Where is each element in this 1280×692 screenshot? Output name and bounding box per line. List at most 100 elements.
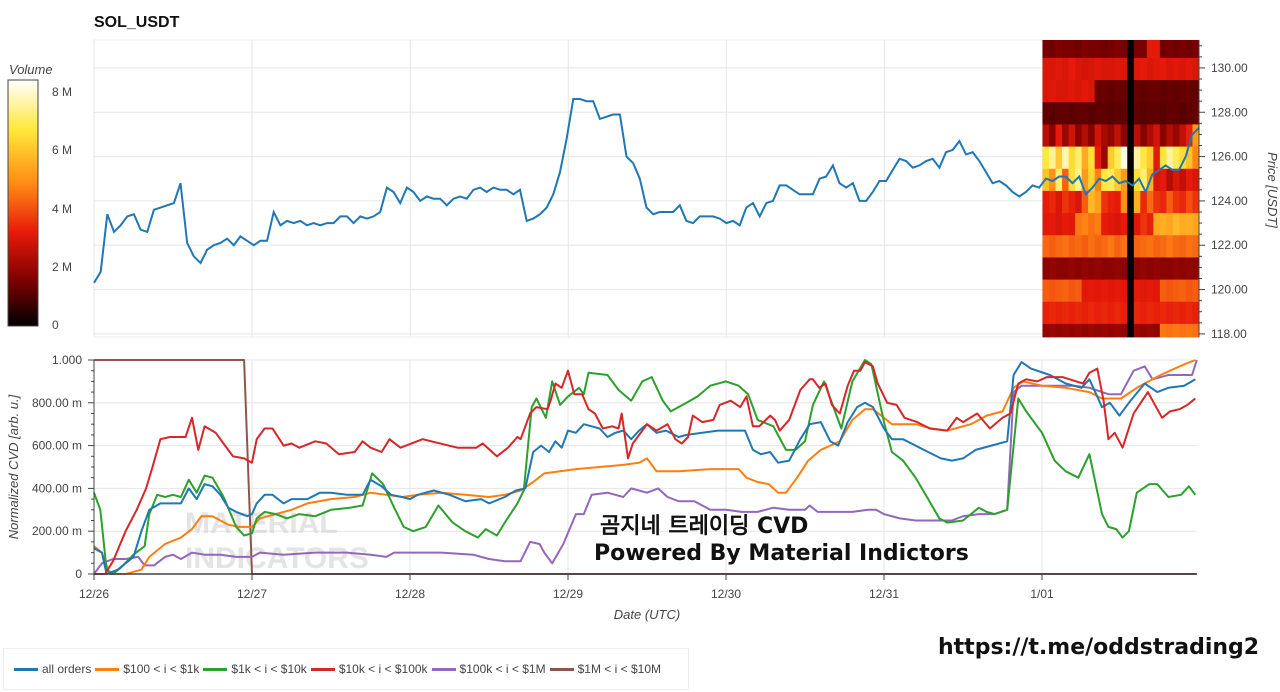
heatmap-cell	[1153, 213, 1161, 236]
legend: all orders $100 < i < $1k $1k < i < $10k $1…	[3, 648, 689, 690]
heatmap-cell	[1088, 213, 1096, 236]
legend-swatch	[14, 667, 38, 671]
heatmap-cell	[1094, 80, 1102, 103]
legend-swatch	[310, 667, 335, 671]
heatmap-cell	[1088, 279, 1096, 303]
heatmap-cell	[1127, 57, 1135, 81]
heatmap-cell	[1140, 168, 1148, 192]
heatmap-cell	[1075, 102, 1083, 125]
heatmap-cell	[1146, 80, 1154, 103]
heatmap-cell	[1055, 257, 1063, 280]
heatmap-cell	[1049, 102, 1056, 125]
heatmap-cell	[1075, 57, 1083, 81]
heatmap-cell	[1166, 213, 1174, 236]
heatmap-cell	[1062, 301, 1069, 325]
heatmap-cell	[1192, 190, 1200, 214]
heatmap-cell	[1088, 40, 1096, 59]
heatmap-cell	[1192, 323, 1200, 338]
heatmap-cell	[1088, 146, 1096, 170]
watermark-line1: MATERIAL	[185, 507, 338, 540]
heatmap-cell	[1153, 190, 1161, 214]
heatmap-cell	[1159, 146, 1167, 170]
heatmap-cell	[1094, 257, 1102, 280]
heatmap-cell	[1127, 190, 1135, 214]
heatmap-cell	[1101, 235, 1109, 258]
heatmap-cell	[1179, 235, 1187, 258]
heatmap-cell	[1127, 146, 1135, 170]
price-plot-area	[93, 39, 1200, 338]
cvd-axis-title: Normalized CVD [arb. u.]	[6, 394, 21, 539]
heatmap-cell	[1068, 40, 1076, 59]
legend-swatch	[95, 667, 120, 671]
heatmap-cell	[1153, 235, 1161, 258]
heatmap-cell	[1088, 80, 1096, 103]
heatmap-cell	[1107, 301, 1115, 325]
heatmap-cell	[1114, 40, 1122, 59]
heatmap-cell	[1159, 301, 1167, 325]
heatmap-cell	[1166, 279, 1174, 303]
heatmap-cell	[1120, 323, 1128, 338]
heatmap-cell	[1094, 190, 1102, 214]
heatmap-cell	[1179, 257, 1187, 280]
watermark-line2: INDICATORS	[185, 542, 369, 575]
volume-heatmap	[1042, 40, 1200, 338]
heatmap-cell	[1166, 190, 1174, 214]
price-tick-label: 118.00	[1211, 327, 1247, 341]
heatmap-cell	[1049, 124, 1056, 148]
cvd-line-o100	[93, 359, 1196, 575]
legend-item[interactable]: $1M < i < $10M	[549, 662, 661, 676]
heatmap-cell	[1146, 301, 1154, 325]
legend-item[interactable]: $1k < i < $10k	[203, 662, 307, 676]
heatmap-cell	[1179, 213, 1187, 236]
heatmap-cell	[1146, 279, 1154, 303]
heatmap-cell	[1114, 235, 1122, 258]
heatmap-cell	[1062, 279, 1069, 303]
heatmap-cell	[1081, 190, 1089, 214]
heatmap-cell	[1062, 40, 1069, 59]
heatmap-cell	[1153, 301, 1161, 325]
heatmap-cell	[1127, 40, 1135, 59]
heatmap-cell	[1166, 301, 1174, 325]
legend-item[interactable]: all orders	[14, 662, 91, 676]
heatmap-cell	[1101, 213, 1109, 236]
heatmap-cell	[1140, 279, 1148, 303]
price-line	[93, 98, 1200, 284]
cvd-tick-label: 0	[75, 567, 82, 581]
heatmap-cell	[1192, 213, 1200, 236]
heatmap-cell	[1185, 80, 1193, 103]
heatmap-cell	[1081, 323, 1089, 338]
heatmap-cell	[1107, 257, 1115, 280]
legend-item[interactable]: $100 < i < $1k	[95, 662, 199, 676]
heatmap-cell	[1166, 102, 1174, 125]
heatmap-cell	[1101, 124, 1109, 148]
cvd-tick-label: 200.00 m	[32, 524, 82, 538]
heatmap-cell	[1120, 80, 1128, 103]
heatmap-cell	[1114, 124, 1122, 148]
heatmap-cell	[1172, 80, 1180, 103]
heatmap-cell	[1172, 57, 1180, 81]
heatmap-cell	[1127, 102, 1135, 125]
heatmap-cell	[1088, 168, 1096, 192]
telegram-url[interactable]: https://t.me/oddstrading2	[938, 635, 1260, 660]
heatmap-cell	[1140, 323, 1148, 338]
heatmap-cell	[1192, 257, 1200, 280]
heatmap-cell	[1068, 213, 1076, 236]
heatmap-cell	[1127, 279, 1135, 303]
heatmap-cell	[1133, 301, 1141, 325]
heatmap-cell	[1101, 146, 1109, 170]
heatmap-cell	[1068, 102, 1076, 125]
heatmap-cell	[1133, 190, 1141, 214]
heatmap-cell	[1042, 301, 1050, 325]
heatmap-cell	[1192, 279, 1200, 303]
legend-item[interactable]: $10k < i < $100k	[310, 662, 428, 676]
legend-item[interactable]: $100k < i < $1M	[431, 662, 546, 676]
heatmap-cell	[1146, 190, 1154, 214]
heatmap-cell	[1179, 40, 1187, 59]
heatmap-cell	[1107, 80, 1115, 103]
heatmap-cell	[1120, 235, 1128, 258]
heatmap-cell	[1114, 213, 1122, 236]
heatmap-cell	[1120, 102, 1128, 125]
heatmap-cell	[1146, 102, 1154, 125]
heatmap-cell	[1185, 40, 1193, 59]
